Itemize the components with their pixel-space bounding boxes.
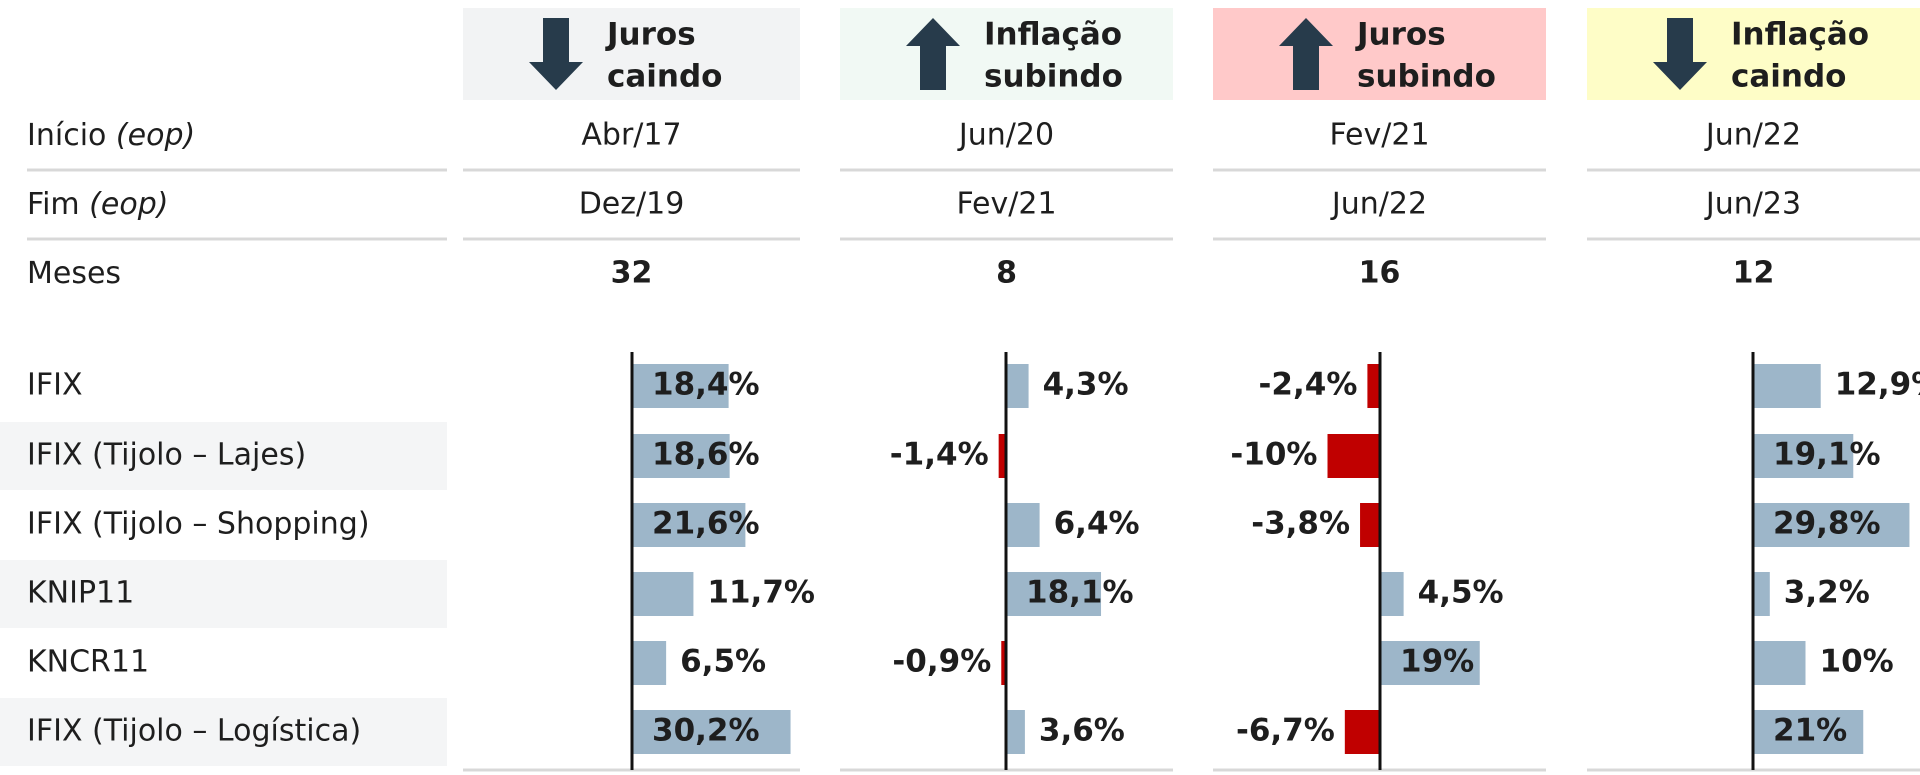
bar-positive xyxy=(1006,503,1040,547)
data-label: -6,7% xyxy=(1236,713,1335,749)
bar-positive xyxy=(1753,572,1770,616)
arrow-up-icon xyxy=(906,18,960,90)
data-label: 18,6% xyxy=(652,437,760,473)
bar-positive xyxy=(1006,364,1029,408)
column-header-line2: subindo xyxy=(1357,59,1496,95)
info-row-value: 16 xyxy=(1359,256,1401,291)
label-row-shade xyxy=(0,422,447,490)
bar-positive xyxy=(632,434,730,478)
info-row-label: Fim (eop) xyxy=(27,187,168,222)
info-row-value: 32 xyxy=(611,256,653,291)
column-header-line2: subindo xyxy=(984,59,1123,95)
bar-positive xyxy=(632,641,667,685)
bar-negative xyxy=(1360,503,1380,547)
column-header-line1: Juros xyxy=(605,17,696,53)
bar-negative xyxy=(1367,364,1380,408)
data-label: 18,4% xyxy=(652,367,760,403)
arrow-down-icon xyxy=(529,18,583,90)
bar-positive xyxy=(1380,572,1404,616)
bar-positive xyxy=(1753,710,1864,754)
bar-negative xyxy=(1344,710,1380,754)
data-label: -2,4% xyxy=(1259,367,1358,403)
data-label: 3,2% xyxy=(1784,575,1870,611)
arrow-shape xyxy=(1279,18,1333,90)
bar-positive xyxy=(632,364,729,408)
data-label: 4,3% xyxy=(1043,367,1129,403)
info-row-value: Fev/21 xyxy=(1329,118,1429,153)
data-label: 18,1% xyxy=(1026,575,1134,611)
bar-positive xyxy=(1380,641,1480,685)
data-label: 10% xyxy=(1820,644,1894,680)
info-row-label: Início (eop) xyxy=(27,118,195,153)
data-label: 3,6% xyxy=(1039,713,1125,749)
category-label: KNIP11 xyxy=(27,576,134,611)
data-label: 21,6% xyxy=(652,506,760,542)
bar-positive xyxy=(1753,503,1910,547)
info-row-value: Jun/22 xyxy=(1704,118,1801,153)
data-label: -0,9% xyxy=(892,644,991,680)
arrow-shape xyxy=(906,18,960,90)
data-label: 29,8% xyxy=(1773,506,1881,542)
info-row-value: 12 xyxy=(1733,256,1775,291)
arrow-up-icon xyxy=(1279,18,1333,90)
info-row-value: Dez/19 xyxy=(579,187,685,222)
data-label: -1,4% xyxy=(890,437,989,473)
info-row-value: Abr/17 xyxy=(581,118,681,153)
column-header-bg xyxy=(463,8,800,100)
bar-positive xyxy=(1753,641,1806,685)
info-row-value: 8 xyxy=(996,256,1017,291)
data-label: -3,8% xyxy=(1251,506,1350,542)
data-label: 21% xyxy=(1773,713,1847,749)
info-row-value: Jun/22 xyxy=(1330,187,1427,222)
data-label: -10% xyxy=(1230,437,1317,473)
column-header-bg xyxy=(1213,8,1546,100)
label-row-shade xyxy=(0,560,447,628)
data-label: 11,7% xyxy=(707,575,815,611)
column-header-line2: caindo xyxy=(607,59,722,95)
arrow-down-icon xyxy=(1653,18,1707,90)
bar-negative xyxy=(1001,641,1006,685)
data-label: 30,2% xyxy=(652,713,760,749)
info-row-value: Fev/21 xyxy=(956,187,1056,222)
column-header-bg xyxy=(840,8,1173,100)
column-header-line2: caindo xyxy=(1731,59,1846,95)
arrow-shape xyxy=(529,18,583,90)
category-label: IFIX (Tijolo – Shopping) xyxy=(27,507,370,542)
data-label: 19% xyxy=(1400,644,1474,680)
arrow-shape xyxy=(1653,18,1707,90)
bar-positive xyxy=(1006,710,1025,754)
bar-positive xyxy=(1753,364,1821,408)
bar-positive xyxy=(632,503,746,547)
bar-positive xyxy=(632,572,694,616)
column-header-bg xyxy=(1587,8,1920,100)
info-row-value: Jun/20 xyxy=(957,118,1054,153)
label-row-shade xyxy=(0,698,447,766)
bar-positive xyxy=(1006,572,1102,616)
bar-negative xyxy=(1327,434,1380,478)
data-label: 6,5% xyxy=(680,644,766,680)
info-row-value: Jun/23 xyxy=(1704,187,1801,222)
category-label: KNCR11 xyxy=(27,645,149,680)
category-label: IFIX (Tijolo – Logística) xyxy=(27,714,361,749)
info-row-label: Meses xyxy=(27,256,121,291)
data-label: 6,4% xyxy=(1054,506,1140,542)
data-label: 19,1% xyxy=(1773,437,1881,473)
bar-positive xyxy=(632,710,791,754)
data-label: 12,9% xyxy=(1835,367,1920,403)
column-header-line1: Juros xyxy=(1355,17,1446,53)
bar-positive xyxy=(1753,434,1854,478)
bar-negative xyxy=(998,434,1006,478)
column-header-line1: Inflação xyxy=(984,17,1122,53)
category-label: IFIX (Tijolo – Lajes) xyxy=(27,438,306,473)
data-label: 4,5% xyxy=(1418,575,1504,611)
category-label: IFIX xyxy=(27,368,83,403)
column-header-line1: Inflação xyxy=(1731,17,1869,53)
